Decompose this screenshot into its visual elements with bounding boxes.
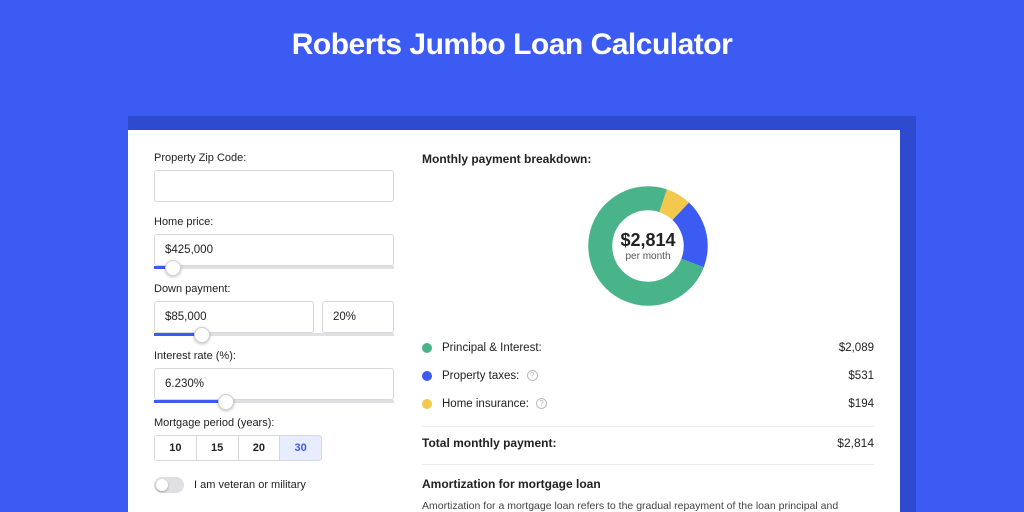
down-payment-input[interactable] [154, 301, 314, 333]
legend-dot-principal [422, 343, 432, 353]
veteran-row: I am veteran or military [154, 477, 394, 493]
home-price-field: Home price: [154, 216, 394, 269]
interest-rate-label: Interest rate (%): [154, 350, 394, 362]
breakdown-column: Monthly payment breakdown: $2,814 per mo… [422, 152, 874, 512]
down-payment-slider[interactable] [154, 333, 394, 336]
down-payment-field: Down payment: [154, 283, 394, 336]
legend-value-insurance: $194 [848, 398, 874, 410]
veteran-label: I am veteran or military [194, 479, 306, 491]
zip-input[interactable] [154, 170, 394, 202]
legend-row-insurance: Home insurance: ? $194 [422, 390, 874, 418]
page-title: Roberts Jumbo Loan Calculator [0, 0, 1024, 62]
donut-amount: $2,814 [620, 230, 675, 251]
legend-label-taxes: Property taxes: ? [442, 370, 848, 382]
mortgage-period-label: Mortgage period (years): [154, 417, 394, 429]
home-price-input[interactable] [154, 234, 394, 266]
total-label: Total monthly payment: [422, 436, 837, 450]
donut-sub: per month [620, 251, 675, 262]
mortgage-period-field: Mortgage period (years): 10 15 20 30 [154, 417, 394, 461]
interest-rate-slider-thumb[interactable] [218, 394, 234, 410]
amortization-title: Amortization for mortgage loan [422, 477, 874, 491]
veteran-toggle[interactable] [154, 477, 184, 493]
veteran-toggle-knob [156, 479, 168, 491]
legend-label-insurance-text: Home insurance: [442, 398, 529, 410]
zip-field: Property Zip Code: [154, 152, 394, 202]
down-payment-label: Down payment: [154, 283, 394, 295]
breakdown-title: Monthly payment breakdown: [422, 152, 874, 166]
legend-row-taxes: Property taxes: ? $531 [422, 362, 874, 390]
total-value: $2,814 [837, 436, 874, 450]
interest-rate-slider[interactable] [154, 400, 394, 403]
mortgage-period-group: 10 15 20 30 [154, 435, 322, 461]
legend-label-insurance: Home insurance: ? [442, 398, 848, 410]
info-icon[interactable]: ? [536, 398, 547, 409]
total-row: Total monthly payment: $2,814 [422, 427, 874, 464]
legend-label-taxes-text: Property taxes: [442, 370, 519, 382]
period-option-10[interactable]: 10 [155, 436, 197, 460]
interest-rate-field: Interest rate (%): [154, 350, 394, 403]
amortization-block: Amortization for mortgage loan Amortizat… [422, 464, 874, 512]
interest-rate-slider-fill [154, 400, 226, 403]
legend-value-principal: $2,089 [839, 342, 874, 354]
donut-chart: $2,814 per month [422, 172, 874, 320]
period-option-15[interactable]: 15 [197, 436, 239, 460]
zip-label: Property Zip Code: [154, 152, 394, 164]
calculator-card: Property Zip Code: Home price: Down paym… [128, 130, 900, 512]
form-column: Property Zip Code: Home price: Down paym… [154, 152, 394, 512]
period-option-20[interactable]: 20 [239, 436, 281, 460]
legend: Principal & Interest: $2,089 Property ta… [422, 334, 874, 427]
amortization-text: Amortization for a mortgage loan refers … [422, 499, 874, 512]
home-price-slider[interactable] [154, 266, 394, 269]
legend-row-principal: Principal & Interest: $2,089 [422, 334, 874, 362]
legend-label-principal: Principal & Interest: [442, 342, 839, 354]
home-price-slider-thumb[interactable] [165, 260, 181, 276]
home-price-label: Home price: [154, 216, 394, 228]
period-option-30[interactable]: 30 [280, 436, 321, 460]
legend-value-taxes: $531 [848, 370, 874, 382]
down-payment-pct-input[interactable] [322, 301, 394, 333]
down-payment-slider-thumb[interactable] [194, 327, 210, 343]
legend-dot-insurance [422, 399, 432, 409]
donut-center: $2,814 per month [620, 230, 675, 262]
interest-rate-input[interactable] [154, 368, 394, 400]
legend-dot-taxes [422, 371, 432, 381]
info-icon[interactable]: ? [527, 370, 538, 381]
